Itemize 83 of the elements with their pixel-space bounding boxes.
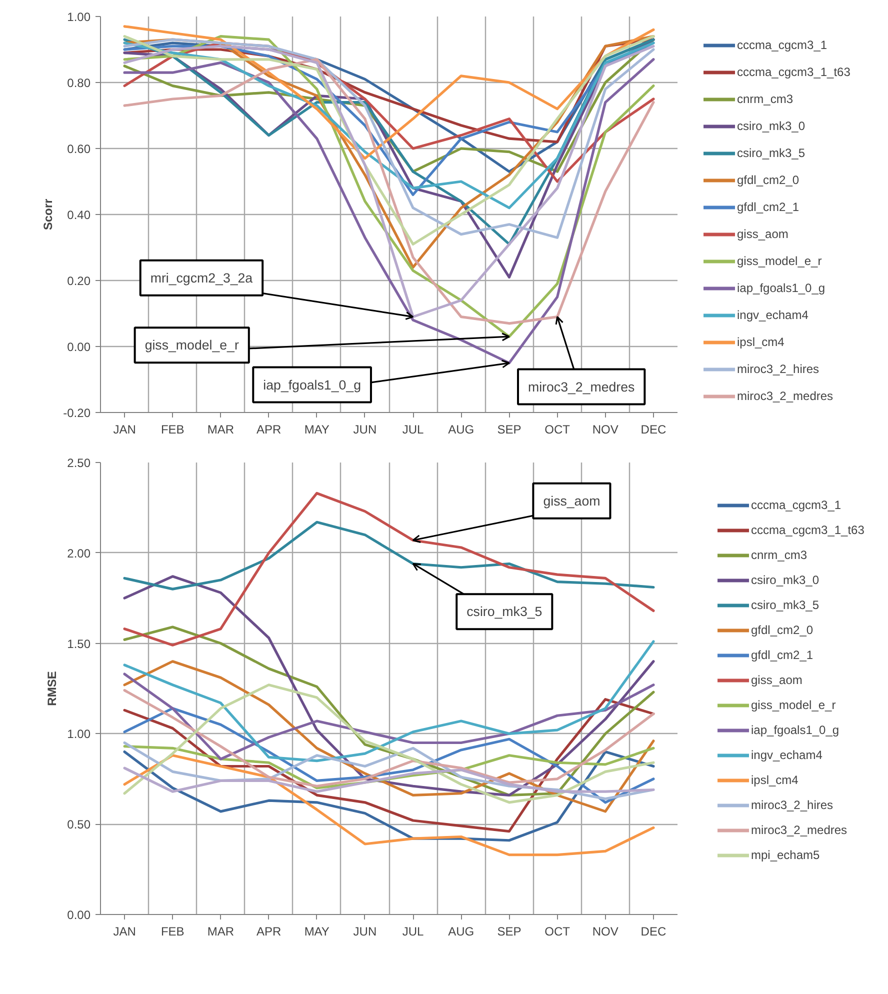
- legend-label: gfdl_cm2_0: [737, 173, 800, 187]
- legend-label: ipsl_cm4: [751, 773, 798, 787]
- annotation: mri_cgcm2_3_2a: [150, 270, 254, 286]
- annotation: csiro_mk3_5: [466, 604, 542, 620]
- y-tick-label: 0.40: [67, 208, 91, 222]
- x-tick-label: FEB: [160, 924, 184, 938]
- x-tick-label: DEC: [640, 924, 666, 938]
- legend-label: csiro_mk3_0: [737, 119, 806, 133]
- line-series: [123, 754, 655, 856]
- legend-label: ingv_echam4: [751, 748, 822, 762]
- y-tick-label: 0.80: [67, 76, 91, 90]
- x-tick-label: JUN: [353, 924, 377, 938]
- x-tick-label: SEP: [497, 924, 522, 938]
- y-tick-label: 0.20: [67, 274, 91, 288]
- x-tick-label: NOV: [592, 924, 618, 938]
- x-tick-label: AUG: [448, 422, 474, 436]
- annotation: miroc3_2_medres: [528, 379, 636, 394]
- x-tick-label: MAR: [207, 422, 234, 436]
- x-tick-label: OCT: [544, 924, 571, 938]
- y-tick-label: -0.20: [63, 406, 91, 420]
- x-tick-label: SEP: [497, 422, 522, 436]
- x-tick-label: JAN: [113, 924, 136, 938]
- y-tick-label: 1.50: [67, 636, 91, 651]
- y-tick-label: 0.50: [67, 818, 91, 832]
- y-tick-label: 1.00: [67, 727, 91, 742]
- annotation: iap_fgoals1_0_g: [263, 377, 361, 392]
- x-tick-label: FEB: [160, 422, 184, 436]
- legend-label: cccma_cgcm3_1_t63: [751, 523, 864, 537]
- legend-label: cccma_cgcm3_1: [751, 498, 842, 512]
- legend-label: gfdl_cm2_1: [737, 200, 800, 214]
- legend-label: csiro_mk3_5: [737, 146, 806, 160]
- line-series: [123, 689, 655, 788]
- y-axis-title: Scorr: [41, 198, 56, 230]
- x-tick-label: MAY: [304, 924, 330, 938]
- legend-label: miroc3_2_hires: [751, 798, 834, 812]
- y-tick-label: 0.00: [67, 340, 91, 354]
- y-tick-label: 0.60: [67, 142, 91, 156]
- legend-label: cnrm_cm3: [751, 548, 808, 562]
- x-tick-label: MAY: [304, 422, 330, 436]
- line-series: [123, 492, 655, 646]
- x-tick-label: JUL: [402, 422, 424, 436]
- line-series: [123, 684, 655, 804]
- legend-label: ingv_echam4: [737, 308, 808, 322]
- legend-label: gfdl_cm2_0: [751, 623, 814, 637]
- line-series: [123, 672, 655, 760]
- y-tick-label: 2.50: [67, 456, 91, 470]
- legend-label: giss_model_e_r: [751, 698, 836, 712]
- legend-label: csiro_mk3_5: [751, 598, 820, 612]
- legend-label: iap_fgoals1_0_g: [737, 281, 826, 295]
- legend-label: miroc3_2_medres: [751, 823, 848, 837]
- line-series: [123, 766, 655, 793]
- legend-label: giss_model_e_r: [737, 254, 822, 268]
- legend-label: cccma_cgcm3_1_t63: [737, 65, 850, 79]
- x-tick-label: APR: [256, 924, 282, 938]
- x-tick-label: AUG: [448, 924, 474, 938]
- legend-label: cnrm_cm3: [737, 92, 794, 106]
- y-tick-label: 2.00: [67, 546, 91, 560]
- legend-label: csiro_mk3_0: [751, 573, 820, 587]
- line-series: [123, 640, 655, 762]
- legend-label: cccma_cgcm3_1: [737, 38, 828, 52]
- legend-label: ipsl_cm4: [737, 335, 784, 349]
- x-tick-label: DEC: [640, 422, 666, 436]
- legend-label: iap_fgoals1_0_g: [751, 723, 840, 737]
- annotation: giss_aom: [543, 493, 600, 508]
- y-tick-label: 1.00: [67, 10, 91, 24]
- x-tick-label: JUN: [353, 422, 377, 436]
- line-series: [123, 25, 655, 160]
- legend-label: miroc3_2_hires: [737, 362, 820, 376]
- x-tick-label: NOV: [592, 422, 618, 436]
- y-tick-label: 0.00: [67, 908, 91, 922]
- x-tick-label: APR: [256, 422, 282, 436]
- legend-label: giss_aom: [737, 227, 788, 241]
- y-axis-title: RMSE: [45, 671, 60, 706]
- x-tick-label: MAR: [207, 924, 234, 938]
- legend-label: giss_aom: [751, 673, 802, 687]
- x-tick-label: JUL: [402, 924, 424, 938]
- legend-label: miroc3_2_medres: [737, 389, 834, 403]
- legend-label: mpi_echam5: [751, 848, 820, 862]
- line-series: [123, 520, 655, 590]
- legend-label: gfdl_cm2_1: [751, 648, 814, 662]
- x-tick-label: JAN: [113, 422, 136, 436]
- annotation: giss_model_e_r: [144, 338, 240, 353]
- x-tick-label: OCT: [544, 422, 571, 436]
